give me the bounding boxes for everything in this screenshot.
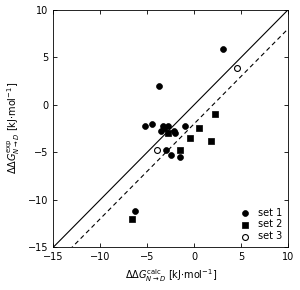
set 1: [143, 123, 148, 128]
set 1: [173, 131, 178, 135]
set 2: [187, 136, 192, 140]
Legend: set 1, set 2, set 3: set 1, set 2, set 3: [235, 206, 284, 242]
set 1: [150, 121, 154, 126]
Y-axis label: $\Delta\Delta G^{\rm exp}_{N\rightarrow D}\ [\rm kJ{\cdot}mol^{-1}]$: $\Delta\Delta G^{\rm exp}_{N\rightarrow …: [6, 82, 22, 175]
set 1: [161, 123, 166, 128]
set 2: [213, 112, 218, 117]
set 3: [234, 66, 239, 71]
set 1: [171, 129, 176, 134]
set 2: [130, 216, 135, 221]
set 1: [133, 209, 137, 213]
set 1: [220, 47, 225, 52]
set 2: [166, 131, 170, 135]
set 1: [168, 153, 173, 157]
set 1: [178, 155, 183, 159]
X-axis label: $\Delta\Delta G^{\rm calc}_{N\rightarrow D}\ [\rm kJ{\cdot}mol^{-1}]$: $\Delta\Delta G^{\rm calc}_{N\rightarrow…: [125, 268, 217, 284]
set 3: [154, 148, 159, 153]
set 1: [166, 124, 170, 129]
set 2: [196, 126, 201, 131]
set 1: [182, 123, 187, 128]
set 2: [162, 126, 167, 131]
set 1: [156, 83, 161, 88]
set 2: [178, 148, 183, 153]
set 2: [209, 138, 214, 143]
set 1: [159, 129, 164, 134]
set 1: [164, 148, 169, 153]
